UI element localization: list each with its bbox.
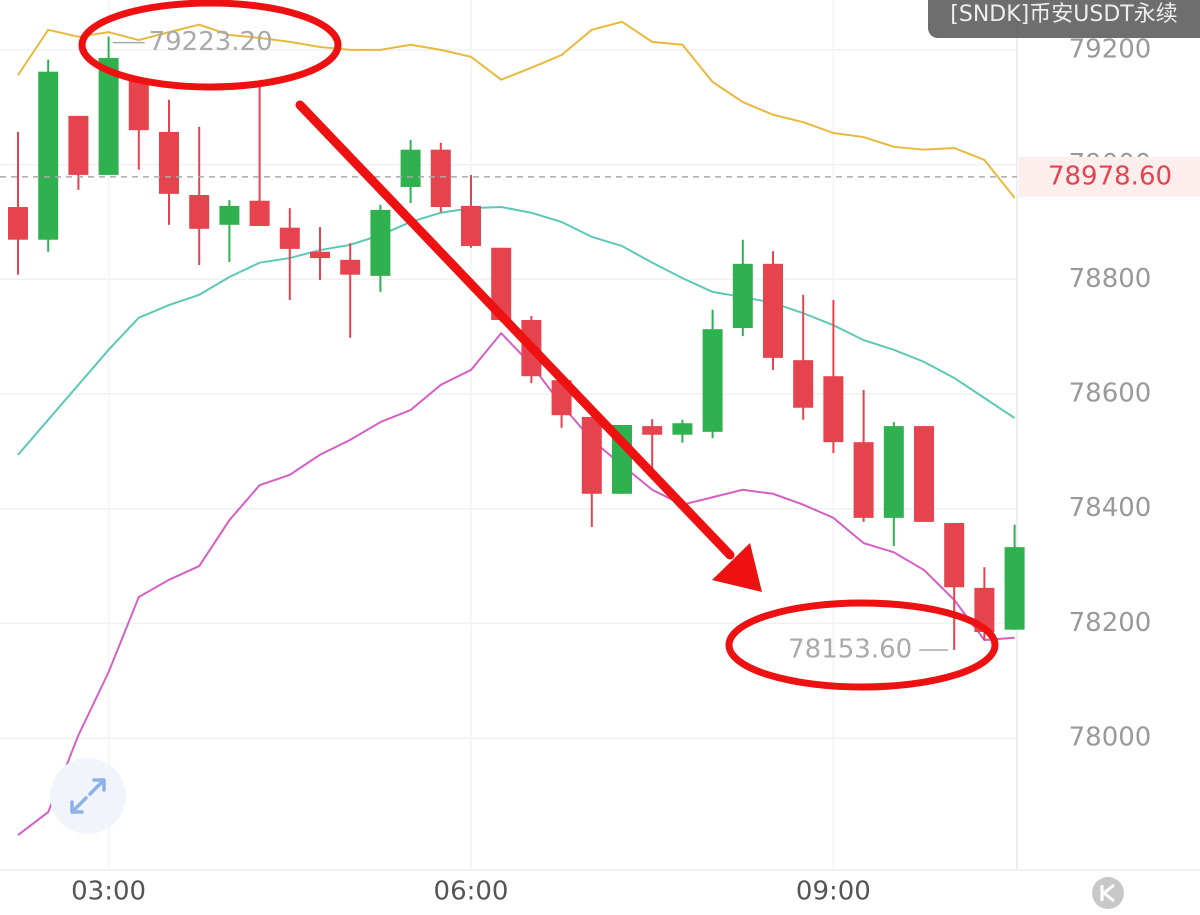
band-line [17,20,1016,199]
candle-body [8,207,28,240]
x-tick-label: 03:00 [71,877,146,907]
candle-body [340,259,361,275]
y-tick-label: 78600 [1069,378,1152,408]
candles [8,36,1025,651]
candle-body [189,194,210,229]
candle-body [823,376,844,443]
candle-body [672,423,693,435]
y-tick-label: 78000 [1069,723,1152,753]
candle-body [38,71,59,240]
overlay-lines [17,20,1016,836]
chart-title: [SNDK]币安USDT永续 [950,2,1177,27]
arrow-head [712,543,762,592]
band-line [17,206,1016,456]
band-line [17,331,1015,836]
candle-body [98,57,119,175]
title-badge [928,0,1200,38]
candle-body [128,79,149,131]
candle-body [219,205,240,225]
candle-body [581,416,602,494]
candle-body [944,523,965,588]
candle-body [974,587,995,632]
candle-body [914,426,934,522]
max-label: 79223.20 [149,27,273,57]
candle-body [279,227,300,249]
candle-body [642,426,663,435]
x-tick-label: 09:00 [796,877,871,907]
last-price-label: 78978.60 [1048,161,1172,191]
y-tick-label: 78200 [1069,608,1152,638]
candle-body [370,209,391,276]
x-tick-label: 06:00 [434,877,509,907]
last-price-badge [1019,156,1200,197]
highlight-ellipse [78,0,342,91]
candle-body [400,149,421,187]
candle-body [853,442,874,518]
candle-body [68,115,89,175]
candle-body [793,360,814,408]
candle-body [249,200,270,226]
highlight-ellipse [725,599,999,691]
candle-body [702,329,723,432]
k-button[interactable] [1092,877,1124,909]
candle-body [1004,547,1025,630]
candle-body [159,131,179,194]
y-tick-label: 78800 [1069,264,1152,294]
candle-body [763,263,783,358]
expand-button[interactable] [50,758,126,834]
candle-body [430,149,451,208]
candle-body [732,263,753,329]
y-tick-label: 78400 [1069,493,1152,523]
y-tick-label: 79200 [1069,34,1152,64]
candle-body [491,247,512,321]
min-label: 78153.60 [788,635,912,665]
candle-body [461,205,481,247]
candle-body [883,426,904,518]
candle-body [310,251,330,259]
labels: 7800078200784007860078800790007920003:00… [0,27,1200,907]
arrow-shaft [295,100,735,560]
